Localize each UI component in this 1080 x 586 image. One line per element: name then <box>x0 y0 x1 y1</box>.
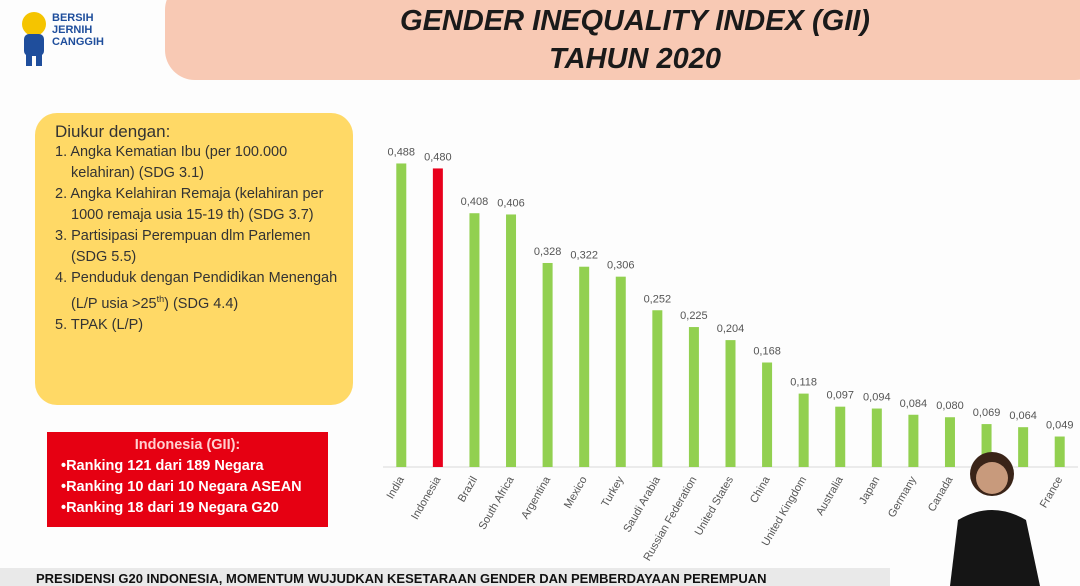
value-label: 0,204 <box>717 323 745 335</box>
value-label: 0,084 <box>900 398 928 410</box>
value-label: 0,225 <box>680 310 708 322</box>
info-item: 4. Penduduk dengan Pendidikan Menengah (… <box>55 268 345 315</box>
x-tick-label: Australia <box>814 474 846 518</box>
header: GENDER INEQUALITY INDEX (GII) TAHUN 2020 <box>165 0 1080 80</box>
info-heading: Diukur dengan: <box>55 122 171 141</box>
bar <box>908 414 919 467</box>
bar <box>579 266 590 467</box>
value-label: 0,049 <box>1046 420 1074 432</box>
value-label: 0,488 <box>388 146 416 158</box>
bar <box>944 417 955 467</box>
info-item: 5. TPAK (L/P) <box>55 316 144 333</box>
bar <box>615 276 626 467</box>
footer: PRESIDENSI G20 INDONESIA, MOMENTUM WUJUD… <box>0 568 890 586</box>
bar <box>1018 427 1029 467</box>
bar <box>1054 436 1065 467</box>
subtitle: TAHUN 2020 <box>549 43 721 75</box>
info-text: 4. Penduduk dengan Pendidikan Menengah (… <box>55 270 338 312</box>
info-item: 3. Partisipasi Perempuan dlm Parlemen (S… <box>55 228 311 265</box>
value-label: 0,406 <box>497 197 525 209</box>
x-tick-label: Saudi Arabia <box>621 474 663 535</box>
value-label: 0,306 <box>607 260 635 272</box>
value-label: 0,328 <box>534 246 562 258</box>
sign-interpreter <box>950 452 1040 586</box>
value-label: 0,480 <box>424 151 452 163</box>
info-box: Diukur dengan: 1. Angka Kematian Ibu (pe… <box>35 113 353 405</box>
bar <box>725 340 736 467</box>
indonesia-item: •Ranking 18 dari 19 Negara G20 <box>61 500 279 516</box>
bar <box>871 408 882 467</box>
bar <box>762 362 773 467</box>
x-tick-label: Turkey <box>599 474 626 509</box>
bar <box>688 327 699 467</box>
value-label: 0,252 <box>644 293 672 305</box>
bar <box>542 262 553 467</box>
value-label: 0,069 <box>973 407 1001 419</box>
logo-text: BERSIH JERNIH CANGGIH <box>52 12 104 48</box>
bar <box>506 214 517 467</box>
x-tick-label: South Africa <box>477 474 517 532</box>
info-text: ) (SDG 4.4) <box>164 295 239 312</box>
indonesia-item: •Ranking 121 dari 189 Negara <box>61 458 264 474</box>
indonesia-box: Indonesia (GII): •Ranking 121 dari 189 N… <box>47 432 328 527</box>
x-tick-label: United States <box>693 474 737 538</box>
value-label: 0,118 <box>790 377 817 389</box>
bar <box>652 310 663 467</box>
x-tick-label: Mexico <box>562 475 590 511</box>
info-item: 2. Angka Kelahiran Remaja (kelahiran per… <box>55 186 324 223</box>
x-tick-label: China <box>748 474 773 506</box>
x-tick-label: Argentina <box>519 474 553 522</box>
logo-line: JERNIH <box>52 24 93 36</box>
value-label: 0,094 <box>863 392 891 404</box>
value-label: 0,097 <box>826 390 854 402</box>
x-tick-label: Japan <box>857 475 882 507</box>
value-label: 0,168 <box>753 346 781 358</box>
x-tick-label: Brazil <box>456 475 480 505</box>
x-tick-label: Indonesia <box>409 474 444 522</box>
bar <box>432 168 443 467</box>
value-label: 0,080 <box>936 400 964 412</box>
value-label: 0,064 <box>1009 410 1037 422</box>
value-label: 0,408 <box>461 196 489 208</box>
bar <box>835 406 846 467</box>
title: GENDER INEQUALITY INDEX (GII) <box>400 5 870 37</box>
info-sup: th <box>156 294 165 304</box>
bar <box>396 163 407 468</box>
value-label: 0,322 <box>570 250 598 262</box>
bar <box>981 424 992 467</box>
logo-line: BERSIH <box>52 12 94 24</box>
x-tick-label: India <box>385 474 408 501</box>
logo-line: CANGGIH <box>52 36 104 48</box>
x-tick-label: Germany <box>886 474 919 520</box>
info-item: 1. Angka Kematian Ibu (per 100.000 kelah… <box>55 144 288 181</box>
indonesia-heading: Indonesia (GII): <box>134 437 241 453</box>
indonesia-item: •Ranking 10 dari 10 Negara ASEAN <box>61 479 302 495</box>
bar <box>798 393 809 467</box>
logo-mascot <box>22 12 46 66</box>
bar <box>469 213 480 467</box>
